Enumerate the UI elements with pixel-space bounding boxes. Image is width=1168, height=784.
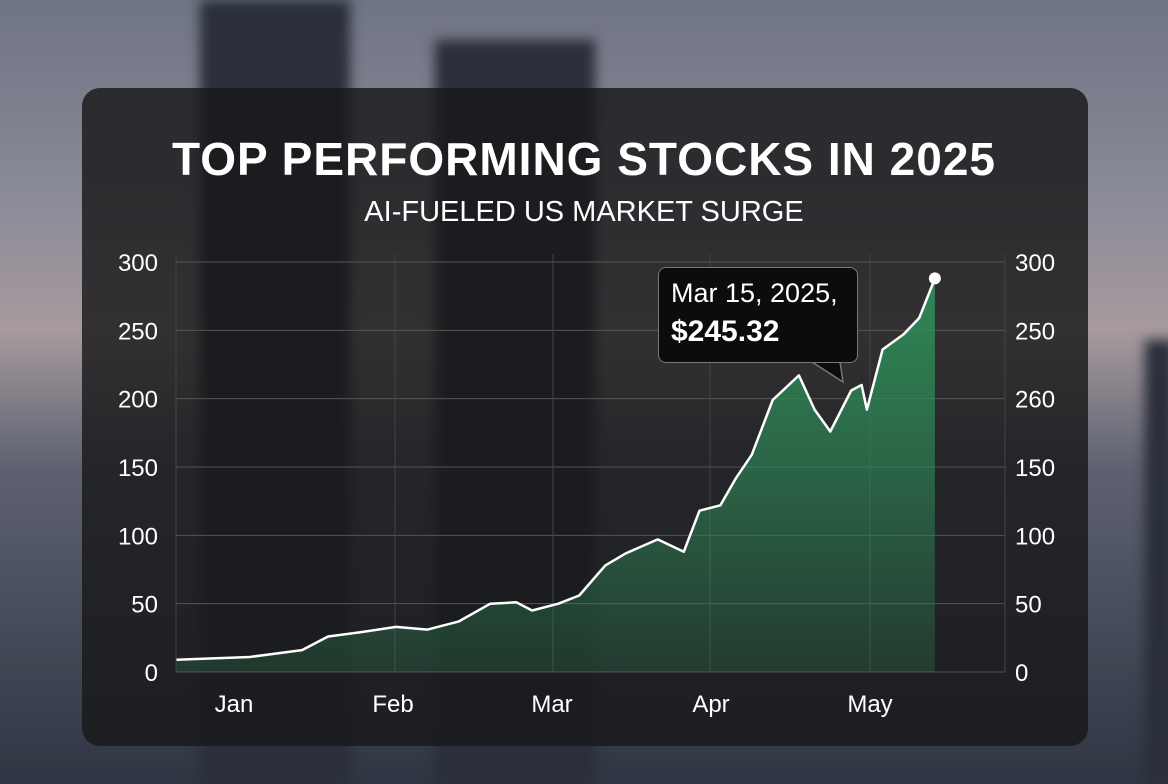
latest-point-marker[interactable] bbox=[928, 272, 941, 285]
chart-title: TOP PERFORMING STOCKS IN 2025 bbox=[172, 133, 996, 185]
x-tick: Jan bbox=[215, 691, 254, 718]
y-tick-left: 250 bbox=[118, 318, 158, 345]
background-building bbox=[1145, 340, 1168, 784]
y-tick-left: 150 bbox=[118, 455, 158, 482]
y-tick-right: 260 bbox=[1015, 387, 1055, 414]
y-tick-right: 250 bbox=[1015, 318, 1055, 345]
y-tick-right: 300 bbox=[1015, 250, 1055, 277]
x-tick: May bbox=[847, 691, 892, 718]
y-tick-left: 0 bbox=[145, 660, 158, 687]
tooltip-value: $245.32 bbox=[671, 315, 780, 348]
tooltip-pointer bbox=[811, 361, 844, 384]
y-tick-left: 100 bbox=[118, 523, 158, 550]
y-tick-right: 50 bbox=[1015, 592, 1042, 619]
y-tick-right: 100 bbox=[1015, 523, 1055, 550]
tooltip-date: Mar 15, 2025, bbox=[671, 278, 838, 308]
x-tick: Mar bbox=[531, 691, 572, 718]
y-tick-right: 0 bbox=[1015, 660, 1028, 687]
y-tick-left: 50 bbox=[131, 592, 158, 619]
y-tick-right: 150 bbox=[1015, 455, 1055, 482]
x-tick: Apr bbox=[692, 691, 729, 718]
y-tick-left: 300 bbox=[118, 250, 158, 277]
y-tick-left: 200 bbox=[118, 387, 158, 414]
price-area bbox=[176, 278, 935, 672]
price-tooltip: Mar 15, 2025, $245.32 bbox=[658, 267, 858, 363]
price-line bbox=[176, 277, 937, 661]
x-tick: Feb bbox=[372, 691, 413, 718]
chart-subtitle: AI-FUELED US MARKET SURGE bbox=[364, 196, 804, 228]
